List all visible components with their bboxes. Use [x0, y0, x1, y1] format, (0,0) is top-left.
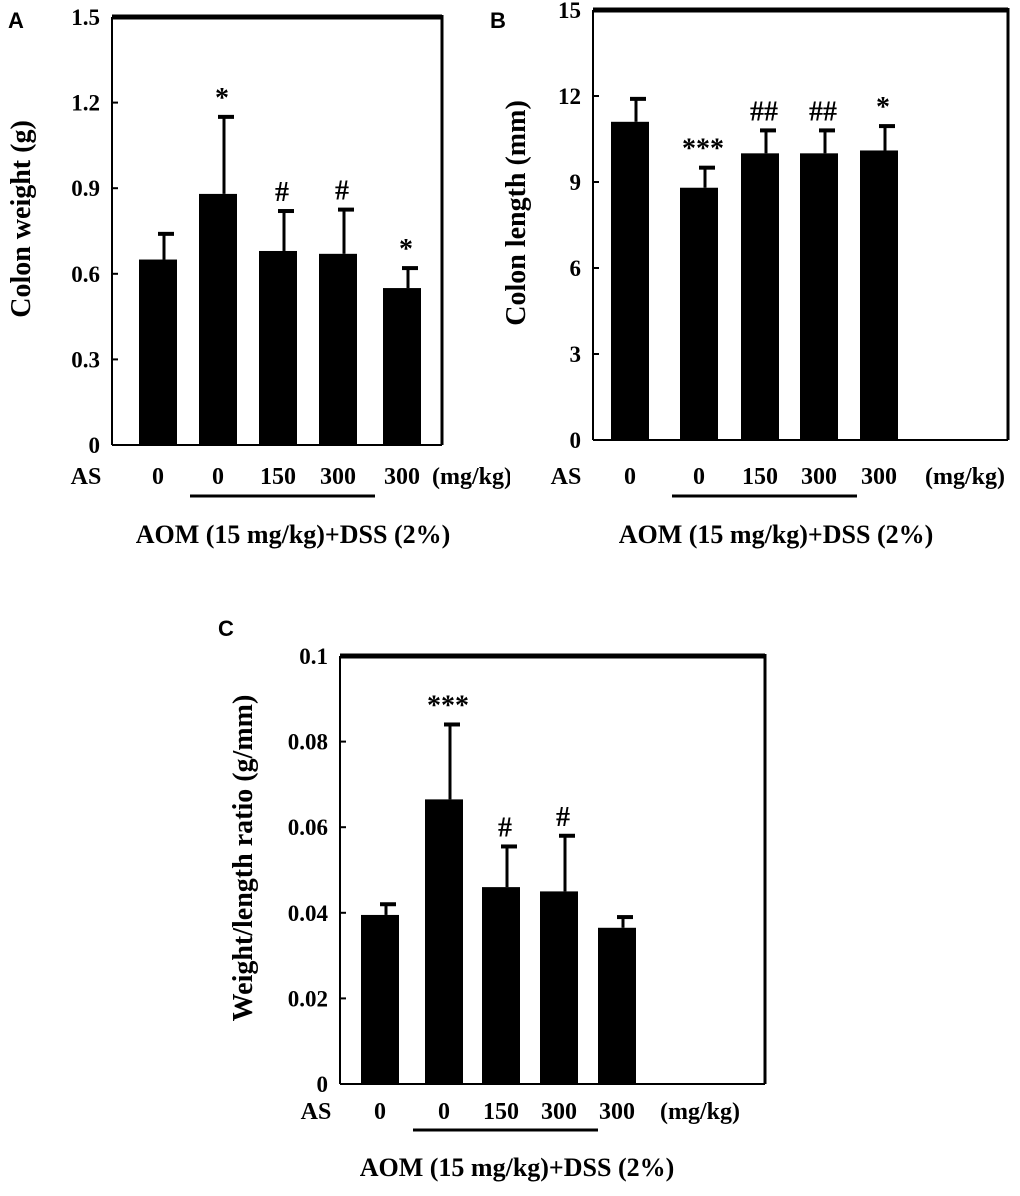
x-unit-label: (mg/kg) — [925, 464, 1005, 490]
bar — [800, 153, 838, 441]
chart-panel-b: B 0 3 6 9 12 15 Colon length (mm) 0 *** 0 ## 150 ## 30… — [480, 0, 1020, 560]
significance-mark: *** — [682, 134, 724, 165]
y-tick-label: 0.9 — [71, 176, 100, 201]
x-category-label: 300 — [801, 464, 837, 490]
chart-c-svg: C 0 0.02 0.04 0.06 0.08 0.1 Weight/length ratio… — [218, 616, 767, 1182]
significance-mark: * — [876, 92, 890, 123]
x-prefix-label: AS — [301, 1099, 332, 1125]
bar — [139, 259, 177, 445]
x-category-label: 300 — [541, 1099, 577, 1125]
significance-mark: # — [556, 802, 570, 833]
bar — [259, 250, 297, 445]
y-tick-label: 3 — [570, 342, 582, 367]
x-category-label: 0 — [693, 464, 705, 490]
bar — [482, 887, 520, 1084]
x-category-label: 0 — [152, 464, 164, 490]
bar — [199, 193, 237, 445]
panel-label: B — [490, 8, 506, 33]
y-tick-label: 6 — [570, 256, 582, 281]
significance-mark: * — [215, 83, 229, 114]
y-tick-label: 0.3 — [71, 347, 100, 372]
significance-mark: # — [498, 812, 512, 843]
group-label: AOM (15 mg/kg)+DSS (2%) — [136, 520, 451, 549]
y-tick-label: 0 — [317, 1072, 329, 1097]
y-axis-label: Colon weight (g) — [6, 120, 37, 318]
chart-panel-c: C 0 0.02 0.04 0.06 0.08 0.1 Weight/length ratio… — [200, 610, 820, 1196]
x-category-label: 150 — [260, 464, 296, 490]
y-tick-label: 15 — [558, 0, 581, 23]
y-tick-label: 12 — [558, 84, 581, 109]
y-tick-label: 0.04 — [288, 901, 329, 926]
y-tick-label: 1.2 — [71, 91, 100, 116]
x-category-label: 0 — [212, 464, 224, 490]
y-axis-label: Colon length (mm) — [501, 100, 532, 326]
bar — [860, 150, 898, 440]
bar — [540, 891, 578, 1084]
bar — [319, 253, 357, 445]
significance-mark: *** — [427, 690, 469, 721]
y-tick-label: 0.1 — [299, 644, 328, 669]
panel-label: C — [218, 616, 234, 641]
significance-mark: ## — [809, 96, 837, 127]
x-unit-label: (mg/kg) — [432, 464, 510, 490]
significance-mark: # — [335, 176, 349, 207]
significance-mark: ## — [750, 96, 778, 127]
bar — [361, 914, 399, 1084]
x-category-label: 0 — [438, 1099, 450, 1125]
x-category-label: 0 — [624, 464, 636, 490]
y-tick-label: 0 — [89, 433, 101, 458]
x-category-label: 150 — [483, 1099, 519, 1125]
x-category-label: 300 — [599, 1099, 635, 1125]
y-tick-label: 0.6 — [71, 262, 100, 287]
x-category-label: 0 — [374, 1099, 386, 1125]
x-category-label: 300 — [384, 464, 420, 490]
bar — [425, 799, 463, 1084]
bar — [741, 153, 779, 441]
y-axis-label: Weight/length ratio (g/mm) — [228, 695, 259, 1022]
bar — [680, 187, 718, 440]
significance-mark: # — [275, 177, 289, 208]
y-tick-label: 9 — [570, 170, 582, 195]
y-tick-label: 0.08 — [288, 730, 328, 755]
x-category-label: 300 — [861, 464, 897, 490]
chart-panel-a: A 0 0.3 0.6 0.9 1.2 1.5 Colon weight (g) 0 * 0 #150… — [0, 0, 510, 560]
bar — [383, 288, 421, 445]
y-tick-label: 0.06 — [288, 815, 328, 840]
panel-label: A — [8, 8, 24, 33]
x-prefix-label: AS — [71, 464, 102, 490]
group-label: AOM (15 mg/kg)+DSS (2%) — [619, 520, 934, 549]
x-category-label: 150 — [742, 464, 778, 490]
significance-mark: * — [399, 234, 413, 265]
bar — [598, 927, 636, 1084]
bar — [611, 121, 649, 441]
chart-b-svg: B 0 3 6 9 12 15 Colon length (mm) 0 *** 0 ## 150 ## 30… — [490, 0, 1010, 549]
group-label: AOM (15 mg/kg)+DSS (2%) — [360, 1153, 675, 1182]
y-tick-label: 0 — [570, 428, 582, 453]
chart-a-svg: A 0 0.3 0.6 0.9 1.2 1.5 Colon weight (g) 0 * 0 #150… — [6, 5, 510, 549]
x-category-label: 300 — [320, 464, 356, 490]
y-tick-label: 1.5 — [71, 5, 100, 30]
y-tick-label: 0.02 — [288, 986, 328, 1011]
x-prefix-label: AS — [551, 464, 582, 490]
x-unit-label: (mg/kg) — [660, 1099, 740, 1125]
